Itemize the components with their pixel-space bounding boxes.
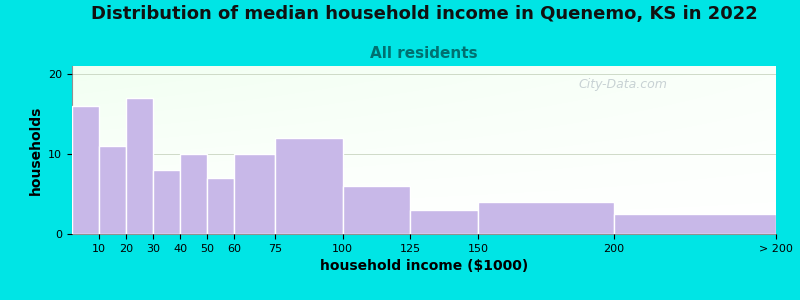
Bar xyxy=(154,170,180,234)
Bar xyxy=(207,178,234,234)
Bar xyxy=(99,146,126,234)
X-axis label: household income ($1000): household income ($1000) xyxy=(320,259,528,273)
Bar xyxy=(275,138,342,234)
Bar xyxy=(234,154,275,234)
Bar xyxy=(614,214,776,234)
Bar xyxy=(478,202,614,234)
Text: Distribution of median household income in Quenemo, KS in 2022: Distribution of median household income … xyxy=(90,4,758,22)
Bar xyxy=(180,154,207,234)
Y-axis label: households: households xyxy=(29,105,42,195)
Bar xyxy=(410,210,478,234)
Text: City-Data.com: City-Data.com xyxy=(579,78,668,91)
Bar xyxy=(126,98,154,234)
Bar xyxy=(72,106,99,234)
Bar xyxy=(342,186,410,234)
Text: All residents: All residents xyxy=(370,46,478,62)
